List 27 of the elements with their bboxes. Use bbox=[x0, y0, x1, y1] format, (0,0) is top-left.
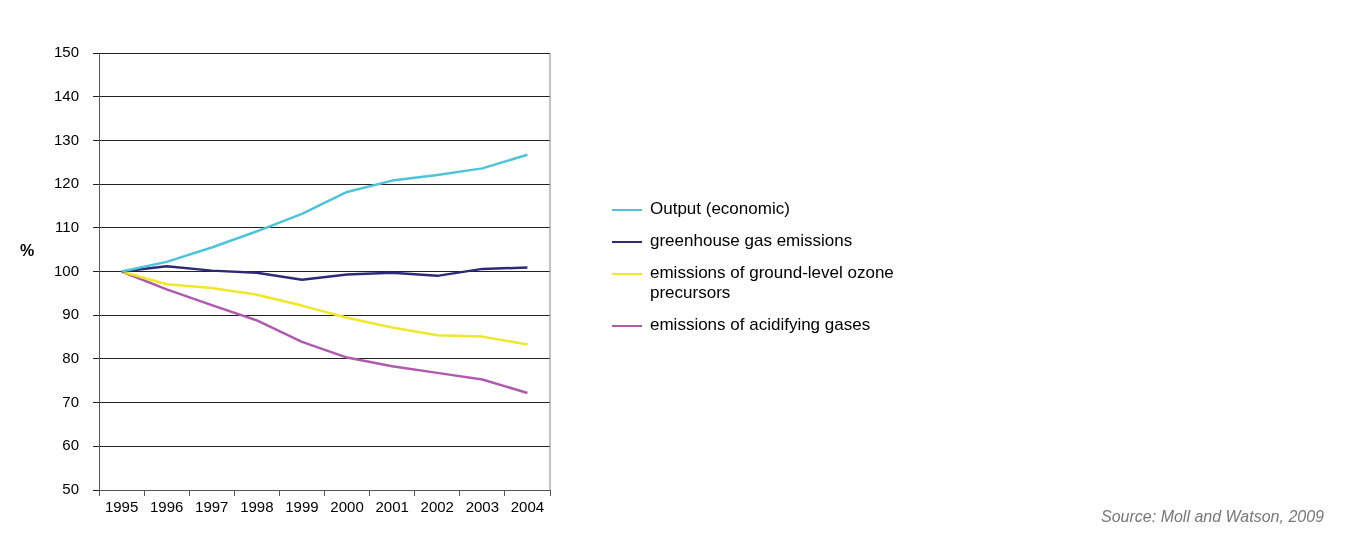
legend-label: Output (economic) bbox=[650, 199, 790, 219]
y-tick-label: 60 bbox=[62, 436, 80, 454]
y-tick-label: 90 bbox=[62, 305, 80, 323]
x-tick-label: 2003 bbox=[465, 498, 500, 516]
x-tick-label: 1996 bbox=[149, 498, 184, 516]
x-tick-label: 2004 bbox=[510, 498, 545, 516]
y-tick-label: 110 bbox=[55, 217, 80, 235]
y-tick-label: 100 bbox=[54, 261, 80, 279]
x-tick-label: 2000 bbox=[330, 498, 364, 516]
y-tick-label: 140 bbox=[54, 86, 80, 104]
x-tick-label: 1999 bbox=[285, 498, 319, 516]
y-tick-label: 50 bbox=[62, 480, 80, 498]
x-tick-label: 2002 bbox=[420, 498, 454, 516]
y-tick-label: 130 bbox=[54, 130, 80, 148]
x-tick-label: 1998 bbox=[240, 498, 274, 516]
y-tick-label: 120 bbox=[54, 174, 80, 192]
legend-label: emissions of acidifying gases bbox=[650, 315, 871, 335]
source-note: Source: Moll and Watson, 2009 bbox=[1101, 508, 1324, 526]
y-tick-label: 150 bbox=[54, 43, 80, 61]
x-tick-label: 2001 bbox=[375, 498, 409, 516]
legend-label: greenhouse gas emissions bbox=[650, 231, 853, 251]
y-axis-title: % bbox=[20, 241, 35, 259]
y-tick-label: 80 bbox=[62, 349, 80, 367]
x-tick-label: 1995 bbox=[104, 498, 139, 516]
x-tick-label: 1997 bbox=[195, 498, 229, 516]
legend-label: emissions of ground-level ozone precursors bbox=[650, 263, 895, 303]
y-tick-label: 70 bbox=[62, 392, 80, 410]
